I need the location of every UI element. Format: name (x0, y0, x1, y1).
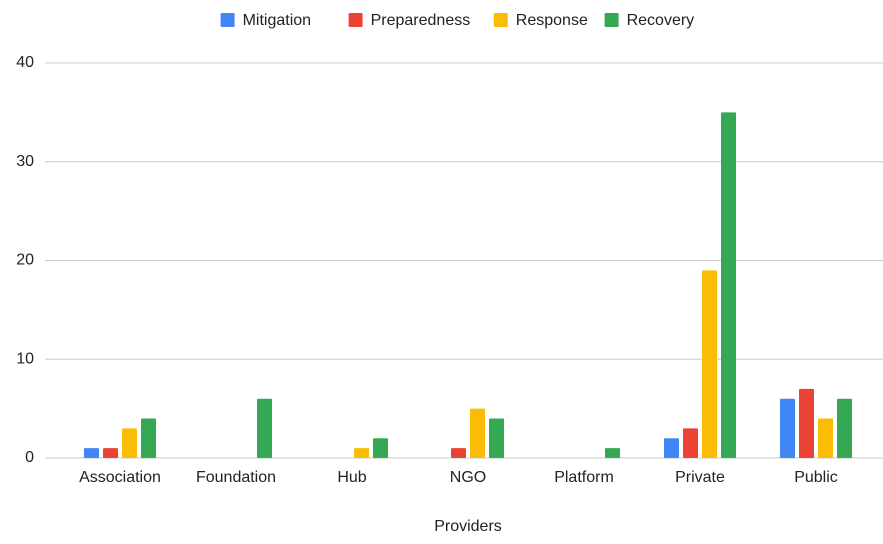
bar (799, 388, 814, 458)
x-tick-label: Platform (554, 469, 614, 486)
bar (780, 398, 795, 458)
x-tick-label: Private (675, 469, 725, 486)
bar (837, 398, 852, 458)
bar (84, 448, 99, 458)
legend-swatch (604, 13, 619, 27)
x-tick-label: Public (794, 469, 838, 486)
bar (683, 428, 698, 458)
legend-swatch (348, 13, 363, 27)
x-tick-label: Hub (337, 469, 366, 486)
bar (664, 438, 679, 458)
x-tick-label: Association (79, 469, 161, 486)
legend-swatch (220, 13, 235, 27)
bar (354, 448, 369, 458)
bar (470, 408, 485, 458)
x-tick-label: NGO (450, 469, 486, 486)
bar (702, 270, 717, 458)
bar (451, 448, 466, 458)
y-tick-label: 10 (16, 350, 34, 367)
bar (605, 448, 620, 458)
y-tick-label: 30 (16, 153, 34, 170)
bar (818, 418, 833, 458)
legend-swatch (493, 13, 508, 27)
bar (103, 448, 118, 458)
bar (489, 418, 504, 458)
legend-label: Response (516, 12, 588, 29)
x-axis-label: Providers (434, 518, 502, 535)
bar (141, 418, 156, 458)
bar (122, 428, 137, 458)
legend-label: Mitigation (243, 12, 311, 29)
legend-label: Preparedness (371, 12, 471, 29)
y-tick-label: 0 (25, 449, 34, 466)
bar (257, 398, 272, 458)
y-tick-label: 20 (16, 252, 34, 269)
bar (373, 438, 388, 458)
y-tick-label: 40 (16, 54, 34, 71)
bar (721, 112, 736, 458)
x-tick-label: Foundation (196, 469, 276, 486)
legend-label: Recovery (627, 12, 695, 29)
